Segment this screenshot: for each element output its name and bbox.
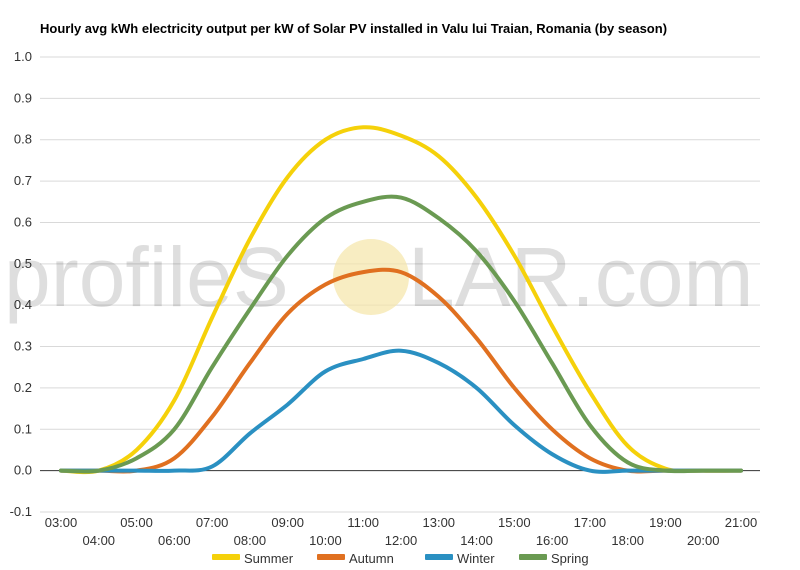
x-tick-label: 05:00: [120, 515, 153, 530]
series-line-spring: [59, 194, 743, 474]
x-tick-label: 11:00: [347, 515, 379, 530]
y-tick-label: 0.9: [14, 90, 32, 105]
legend-swatch: [317, 554, 345, 560]
y-tick-label: 0.3: [14, 339, 32, 354]
legend: Summer Autumn Winter Spring: [212, 551, 589, 566]
legend-item-winter[interactable]: Winter: [425, 551, 495, 566]
x-tick-label: 07:00: [196, 515, 229, 530]
watermark-text-left: profileS: [4, 230, 289, 324]
x-tick-label: 08:00: [234, 533, 267, 548]
x-tick-label: 13:00: [423, 515, 456, 530]
series-line-summer: [59, 125, 743, 475]
y-tick-label: 1.0: [14, 49, 32, 64]
legend-label: Autumn: [349, 551, 394, 566]
legend-item-summer[interactable]: Summer: [212, 551, 294, 566]
watermark-text-right: LAR.com: [408, 230, 753, 324]
y-tick-label: 0.6: [14, 214, 32, 229]
x-tick-label: 04:00: [83, 533, 116, 548]
series-line-winter: [59, 348, 743, 474]
y-tick-label: 0.0: [14, 463, 32, 478]
series-lines: [59, 125, 743, 475]
y-tick-label: 0.7: [14, 173, 32, 188]
y-tick-label: 0.5: [14, 256, 32, 271]
x-axis-ticks: 03:00 04:00 05:00 06:00 07:00 08:00 09:00 10:00…: [45, 515, 758, 548]
x-tick-label: 17:00: [574, 515, 607, 530]
y-tick-label: 0.4: [14, 297, 32, 312]
legend-swatch: [212, 554, 240, 560]
x-tick-label: 18:00: [611, 533, 644, 548]
x-tick-label: 16:00: [536, 533, 569, 548]
x-tick-label: 21:00: [725, 515, 758, 530]
y-tick-label: -0.1: [10, 504, 32, 519]
y-tick-label: 0.2: [14, 380, 32, 395]
legend-label: Winter: [457, 551, 495, 566]
x-tick-label: 15:00: [498, 515, 531, 530]
y-tick-label: 0.8: [14, 132, 32, 147]
x-tick-label: 03:00: [45, 515, 78, 530]
x-tick-label: 10:00: [309, 533, 342, 548]
legend-label: Spring: [551, 551, 589, 566]
x-tick-label: 20:00: [687, 533, 720, 548]
y-axis-ticks: -0.1 0.0 0.1 0.2 0.3 0.4 0.5 0.6 0.7 0.8 0.9 1.0: [10, 49, 32, 519]
watermark: profileS LAR.com: [4, 230, 753, 324]
x-tick-label: 06:00: [158, 533, 191, 548]
x-tick-label: 09:00: [271, 515, 304, 530]
x-tick-label: 14:00: [460, 533, 493, 548]
y-tick-label: 0.1: [14, 421, 32, 436]
legend-swatch: [425, 554, 453, 560]
legend-item-spring[interactable]: Spring: [519, 551, 589, 566]
x-tick-label: 19:00: [649, 515, 682, 530]
x-tick-label: 12:00: [385, 533, 418, 548]
watermark-sun-icon: [333, 239, 409, 315]
legend-label: Summer: [244, 551, 294, 566]
legend-item-autumn[interactable]: Autumn: [317, 551, 394, 566]
chart-title: Hourly avg kWh electricity output per kW…: [40, 21, 667, 36]
legend-swatch: [519, 554, 547, 560]
